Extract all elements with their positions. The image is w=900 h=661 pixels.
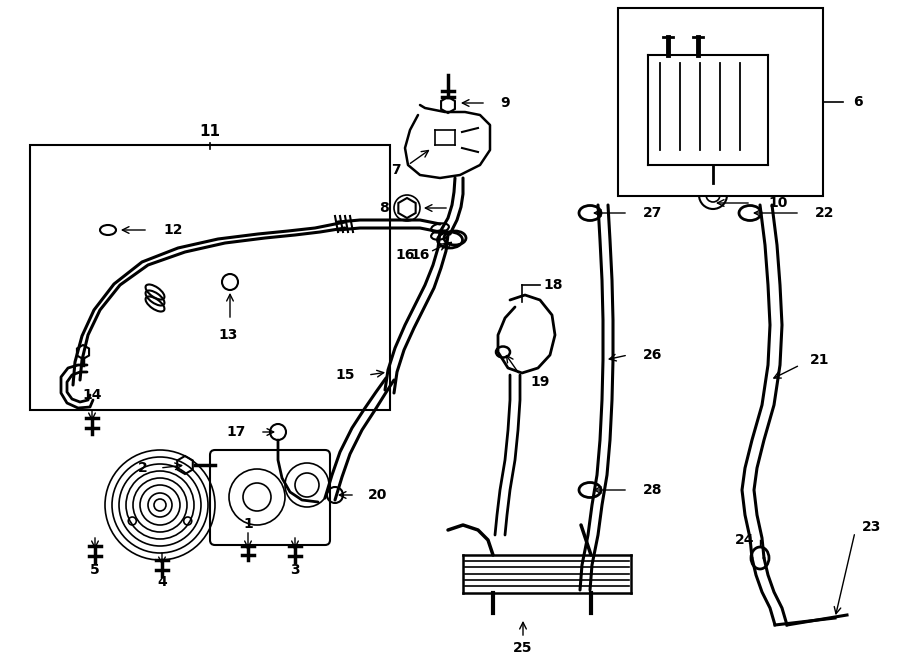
Text: 22: 22 (815, 206, 834, 220)
Text: 17: 17 (227, 425, 246, 439)
Text: 4: 4 (158, 575, 166, 589)
Text: 10: 10 (768, 196, 788, 210)
Text: 7: 7 (392, 163, 400, 177)
Text: 6: 6 (853, 95, 862, 109)
Text: 21: 21 (810, 353, 830, 367)
FancyBboxPatch shape (210, 450, 330, 545)
Text: 2: 2 (139, 461, 148, 475)
Text: 5: 5 (90, 563, 100, 577)
Text: 11: 11 (200, 124, 220, 139)
Text: 23: 23 (862, 520, 881, 534)
Text: 26: 26 (643, 348, 662, 362)
Text: 27: 27 (643, 206, 662, 220)
Text: 18: 18 (543, 278, 562, 292)
Text: 3: 3 (290, 563, 300, 577)
Text: 28: 28 (643, 483, 662, 497)
Bar (618, 8, 823, 196)
Text: 13: 13 (219, 328, 238, 342)
Text: 9: 9 (500, 96, 509, 110)
Text: 8: 8 (379, 201, 389, 215)
Text: 1: 1 (243, 517, 253, 531)
Bar (30, 145, 390, 410)
Text: 16: 16 (396, 248, 415, 262)
Text: 24: 24 (735, 533, 755, 547)
Text: 25: 25 (513, 641, 533, 655)
Text: 20: 20 (368, 488, 387, 502)
Text: 14: 14 (82, 388, 102, 402)
Text: 15: 15 (336, 368, 355, 382)
Text: 16: 16 (410, 248, 430, 262)
Text: 19: 19 (530, 375, 549, 389)
Text: 12: 12 (163, 223, 183, 237)
